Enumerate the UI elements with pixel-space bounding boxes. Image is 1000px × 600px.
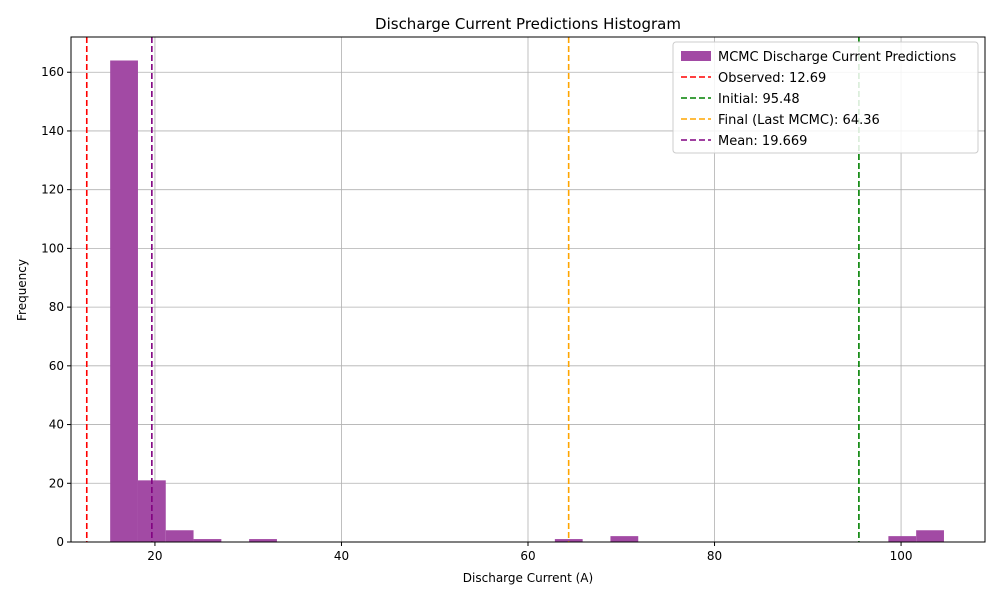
x-tick-label: 20	[147, 549, 162, 563]
histogram-bar	[916, 530, 944, 542]
y-tick-label: 20	[49, 476, 64, 490]
y-tick-label: 80	[49, 300, 64, 314]
histogram-bar	[610, 536, 639, 542]
legend-frame	[672, 41, 979, 154]
legend-entry-label: Mean: 19.669	[718, 134, 807, 149]
legend-entry-label: Final (Last MCMC): 64.36	[718, 113, 880, 128]
x-tick-label: 80	[707, 549, 722, 563]
legend-entry-label: Observed: 12.69	[718, 71, 826, 86]
histogram-bar	[110, 60, 138, 542]
y-tick-label: 60	[49, 359, 64, 373]
y-tick-label: 100	[41, 241, 64, 255]
x-tick-label: 40	[334, 549, 349, 563]
histogram-bar	[193, 539, 222, 542]
legend-entry-label: MCMC Discharge Current Predictions	[718, 50, 957, 65]
histogram-bar	[554, 539, 583, 542]
legend-entry-label: Initial: 95.48	[718, 92, 800, 107]
x-axis-ticks: 20 40 60 80 100	[147, 542, 913, 563]
y-tick-label: 120	[41, 183, 64, 197]
chart-title: Discharge Current Predictions Histogram	[375, 15, 681, 33]
x-tick-label: 60	[520, 549, 535, 563]
y-tick-label: 140	[41, 124, 64, 138]
x-tick-label: 100	[890, 549, 913, 563]
y-axis-ticks: 0 20 40 60 80 100 120 140 160	[41, 65, 71, 549]
histogram-bar	[888, 536, 917, 542]
y-tick-label: 0	[56, 535, 64, 549]
y-tick-label: 40	[49, 418, 64, 432]
histogram-bar	[249, 539, 277, 542]
histogram-bar	[165, 530, 194, 542]
histogram-bars	[110, 60, 944, 542]
y-tick-label: 160	[41, 65, 64, 79]
x-axis-label: Discharge Current (A)	[463, 571, 593, 585]
y-axis-label: Frequency	[15, 259, 29, 321]
legend: MCMC Discharge Current Predictions Observ…	[672, 41, 979, 154]
legend-patch	[681, 51, 711, 61]
